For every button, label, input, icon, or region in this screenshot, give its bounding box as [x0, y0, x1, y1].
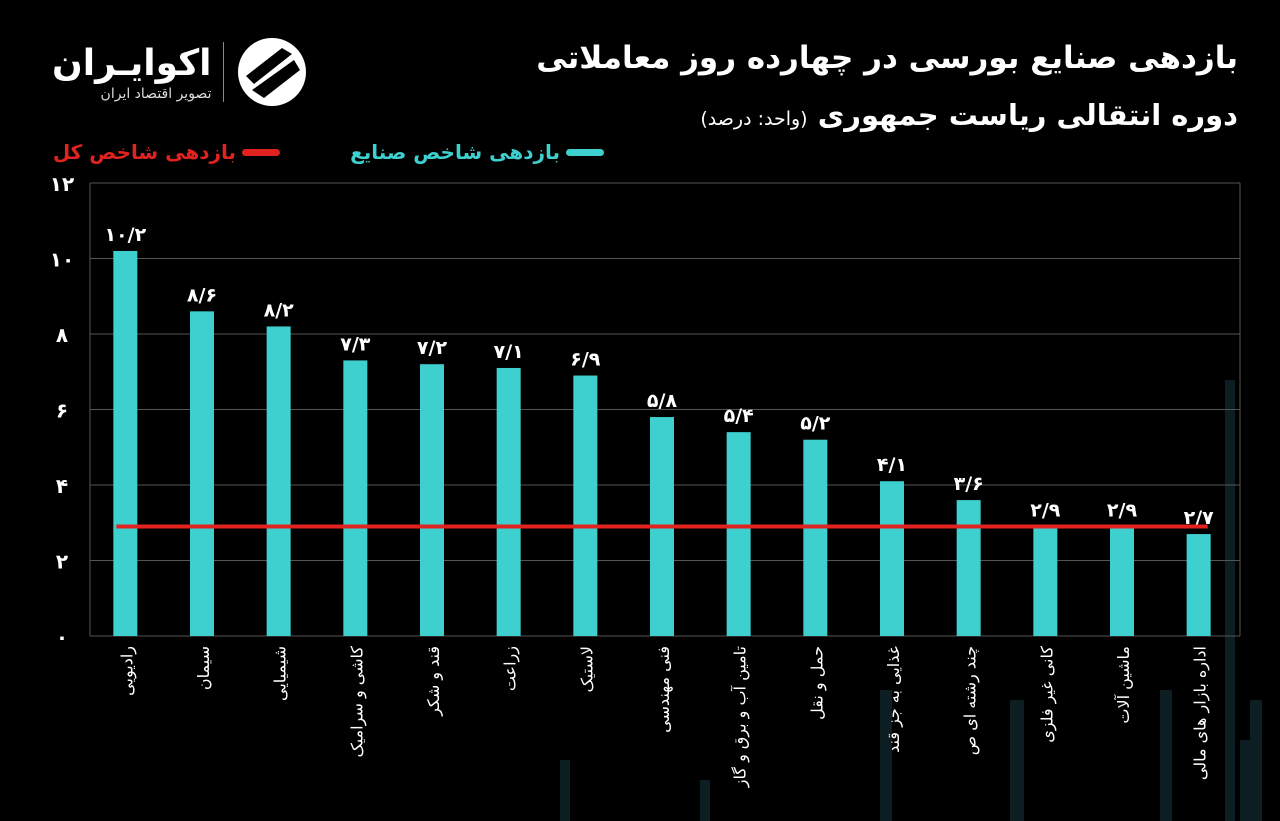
data-label: ۸/۶ [187, 284, 217, 306]
y-tick-label: ۴ [56, 474, 68, 498]
bar [113, 250, 138, 636]
bar [726, 432, 751, 636]
x-tick-label: ماشین آلات [1114, 646, 1134, 724]
x-tick-label: رادیویی [117, 646, 137, 696]
data-label: ۷/۲ [417, 337, 448, 359]
x-tick-label: قند و شکر [424, 646, 444, 717]
x-tick-label: چند رشته ای ص [961, 646, 981, 755]
background-decor-bar [1160, 690, 1172, 821]
bar [420, 364, 444, 636]
logo-mark-icon [238, 38, 307, 106]
data-label: ۱۰/۲ [104, 224, 146, 246]
x-tick-label: شیمیایی [271, 646, 290, 701]
data-label: ۸/۲ [264, 299, 295, 321]
legend-label-overall: بازدهی شاخص کل [52, 140, 236, 164]
bar [1110, 526, 1134, 636]
data-label: ۵/۸ [647, 390, 678, 412]
y-tick-label: ۱۰ [50, 248, 74, 272]
bar [803, 439, 828, 636]
x-tick-label: کاشی و سرامیک [347, 646, 367, 758]
logo: اکوایـران تصویر اقتصاد ایران [52, 36, 308, 108]
bar [496, 367, 521, 636]
logo-tagline: تصویر اقتصاد ایران [100, 85, 212, 102]
data-label: ۵/۲ [800, 413, 831, 435]
data-label: ۷/۱ [494, 341, 524, 363]
x-tick-label: تامین آب و برق و گاز [731, 646, 751, 788]
legend-swatch-overall [242, 148, 280, 156]
logo-name: اکوایـران [52, 42, 212, 84]
logo-divider [223, 42, 225, 102]
legend-label-industries: بازدهی شاخص صنایع [350, 140, 560, 164]
bar [266, 326, 291, 636]
bar [573, 375, 598, 636]
y-tick-label: ۰ [56, 625, 68, 649]
background-decor-bar [1010, 700, 1024, 821]
bar [880, 481, 904, 636]
y-tick-label: ۱۲ [50, 172, 74, 196]
data-label: ۷/۳ [340, 333, 371, 355]
data-label: ۳/۶ [954, 473, 984, 495]
bar [190, 311, 214, 636]
x-tick-label: سیمان [194, 646, 213, 690]
y-tick-label: ۲ [56, 550, 68, 574]
x-tick-label: کانی غیر فلزی [1037, 646, 1057, 743]
bar [1033, 526, 1058, 636]
x-tick-label: لاستیک [577, 646, 596, 693]
data-label: ۲/۹ [1030, 500, 1061, 522]
chart-title-line2: دوره انتقالی ریاست جمهوری (واحد: درصد) [700, 98, 1238, 132]
data-label: ۲/۹ [1107, 500, 1138, 522]
x-tick-label: غذایی به جز قند [884, 646, 904, 753]
legend-overall: بازدهی شاخص کل [53, 140, 280, 164]
background-decor-bar [560, 760, 570, 821]
y-tick-label: ۸ [56, 323, 68, 347]
background-decor-bar [700, 780, 710, 821]
data-label: ۴/۱ [877, 454, 907, 476]
legend-swatch-industries [566, 148, 604, 156]
data-label: ۵/۴ [724, 405, 754, 427]
bar [1186, 534, 1211, 636]
unit-label: (واحد: درصد) [700, 108, 808, 130]
background-decor-bar [1225, 380, 1235, 821]
data-label: ۲/۷ [1184, 507, 1215, 529]
legend-industries: بازدهی شاخص صنایع [350, 140, 604, 164]
title-line2-text: دوره انتقالی ریاست جمهوری [817, 98, 1238, 132]
x-tick-label: حمل و نقل [807, 646, 827, 720]
chart-title-line1: بازدهی صنایع بورسی در چهارده روز معاملات… [536, 40, 1238, 76]
bar [956, 500, 981, 636]
x-tick-label: زراعت [501, 646, 521, 691]
background-decor-bar [880, 690, 892, 821]
background-decor-bar [1240, 740, 1254, 821]
y-tick-label: ۶ [56, 399, 68, 423]
x-tick-label: اداره بازار های مالی [1191, 646, 1211, 780]
x-tick-label: فنی مهندسی [654, 646, 674, 733]
data-label: ۶/۹ [570, 349, 601, 371]
bar [343, 360, 368, 636]
